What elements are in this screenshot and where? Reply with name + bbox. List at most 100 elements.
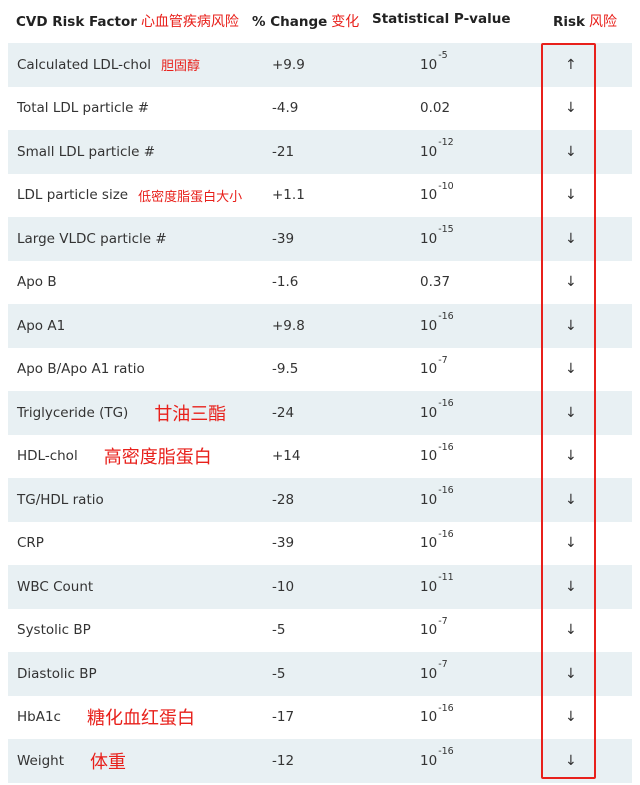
pvalue-base: 10 xyxy=(420,317,438,334)
pvalue-base: 10 xyxy=(420,665,438,682)
factor-cell: TG/HDL ratio xyxy=(17,478,114,522)
pvalue-cell: 10 -16 xyxy=(420,478,454,522)
pvalue-cell: 10 -16 xyxy=(420,696,454,740)
pvalue-cell: 10 -11 xyxy=(420,565,454,609)
factor-header-annotation: 心血管疾病风险 xyxy=(140,14,239,30)
factor-name: TG/HDL ratio xyxy=(17,491,104,508)
factor-name: HDL-chol xyxy=(17,448,78,465)
risk-arrow-icon: ↓ xyxy=(565,274,577,291)
pvalue-base: 10 xyxy=(420,578,438,595)
risk-header-label: Risk xyxy=(553,14,586,30)
risk-arrow-icon: ↓ xyxy=(565,404,577,421)
pvalue-column-header: Statistical P-value xyxy=(372,11,511,27)
pvalue-base: 10 xyxy=(420,752,438,769)
risk-arrow-icon: ↓ xyxy=(565,491,577,508)
change-cell: +9.9 xyxy=(272,56,305,73)
pvalue-cell: 10 -7 xyxy=(420,348,448,392)
factor-cell: Apo B/Apo A1 ratio xyxy=(17,348,155,392)
table-row: Systolic BP -5 10 -7 ↓ xyxy=(8,609,632,653)
pvalue-exponent: -16 xyxy=(438,702,454,714)
pvalue-base: 0.37 xyxy=(420,274,451,291)
change-column-header: % Change 变化 xyxy=(252,11,359,31)
factor-annotation: 糖化血红蛋白 xyxy=(86,708,195,730)
factor-name: LDL particle size xyxy=(17,187,129,204)
factor-name: Large VLDC particle # xyxy=(17,230,167,247)
change-cell: -1.6 xyxy=(272,274,299,291)
risk-arrow-icon: ↓ xyxy=(565,187,577,204)
pvalue-exponent: -11 xyxy=(438,572,454,584)
factor-name: Apo B/Apo A1 ratio xyxy=(17,361,145,378)
pvalue-cell: 10 -16 xyxy=(420,522,454,566)
pvalue-exponent: -16 xyxy=(438,746,454,758)
table-row: HDL-chol 高密度脂蛋白 +14 10 -16 ↓ xyxy=(8,435,632,479)
table-row: Small LDL particle # -21 10 -12 ↓ xyxy=(8,130,632,174)
pvalue-base: 10 xyxy=(420,448,438,465)
pvalue-cell: 10 -16 xyxy=(420,435,454,479)
pvalue-exponent: -16 xyxy=(438,441,454,453)
pvalue-base: 10 xyxy=(420,187,438,204)
pvalue-base: 0.02 xyxy=(420,100,451,117)
factor-cell: Diastolic BP xyxy=(17,652,107,696)
factor-name: Systolic BP xyxy=(17,622,91,639)
pvalue-base: 10 xyxy=(420,230,438,247)
table-row: Apo B -1.6 0.37 ↓ xyxy=(8,261,632,305)
risk-arrow-icon: ↓ xyxy=(565,361,577,378)
change-cell: -10 xyxy=(272,578,295,595)
table-row: CRP -39 10 -16 ↓ xyxy=(8,522,632,566)
pvalue-base: 10 xyxy=(420,622,438,639)
pvalue-exponent: -15 xyxy=(438,224,454,236)
factor-name: Total LDL particle # xyxy=(17,100,150,117)
table-row: Triglyceride (TG) 甘油三酯 -24 10 -16 ↓ xyxy=(8,391,632,435)
factor-name: CRP xyxy=(17,535,44,552)
change-cell: -4.9 xyxy=(272,100,299,117)
pvalue-exponent: -7 xyxy=(438,615,448,627)
risk-arrow-icon: ↓ xyxy=(565,230,577,247)
pvalue-cell: 10 -16 xyxy=(420,391,454,435)
factor-name: HbA1c xyxy=(17,709,61,726)
factor-cell: CRP xyxy=(17,522,54,566)
factor-name: Diastolic BP xyxy=(17,665,97,682)
pvalue-exponent: -16 xyxy=(438,311,454,323)
pvalue-base: 10 xyxy=(420,404,438,421)
pvalue-exponent: -16 xyxy=(438,398,454,410)
factor-annotation: 高密度脂蛋白 xyxy=(103,447,212,469)
table-header: CVD Risk Factor 心血管疾病风险 % Change 变化 Statis… xyxy=(0,0,640,42)
risk-arrow-icon: ↓ xyxy=(565,665,577,682)
table-row: Total LDL particle # -4.9 0.02 ↓ xyxy=(8,87,632,131)
pvalue-base: 10 xyxy=(420,535,438,552)
pvalue-exponent: -7 xyxy=(438,354,448,366)
table-row: Weight 体重 -12 10 -16 ↓ xyxy=(8,739,632,783)
table-row: LDL particle size 低密度脂蛋白大小 +1.1 10 -10 ↓ xyxy=(8,174,632,218)
pvalue-exponent: -16 xyxy=(438,485,454,497)
factor-cell: Large VLDC particle # xyxy=(17,217,177,261)
risk-column-highlight xyxy=(541,43,596,779)
pvalue-cell: 10 -16 xyxy=(420,304,454,348)
change-header-label: % Change xyxy=(252,14,328,30)
change-cell: +1.1 xyxy=(272,187,305,204)
risk-arrow-icon: ↓ xyxy=(565,709,577,726)
table-row: Diastolic BP -5 10 -7 ↓ xyxy=(8,652,632,696)
factor-name: Calculated LDL-chol xyxy=(17,56,151,73)
pvalue-cell: 10 -5 xyxy=(420,43,448,87)
factor-cell: Triglyceride (TG) 甘油三酯 xyxy=(17,391,226,435)
pvalue-cell: 10 -16 xyxy=(420,739,454,783)
risk-arrow-icon: ↓ xyxy=(565,143,577,160)
pvalue-base: 10 xyxy=(420,361,438,378)
table-row: TG/HDL ratio -28 10 -16 ↓ xyxy=(8,478,632,522)
factor-name: Small LDL particle # xyxy=(17,143,156,160)
change-cell: -9.5 xyxy=(272,361,299,378)
factor-cell: HbA1c 糖化血红蛋白 xyxy=(17,696,195,740)
factor-cell: WBC Count xyxy=(17,565,103,609)
factor-cell: Total LDL particle # xyxy=(17,87,159,131)
factor-header-label: CVD Risk Factor xyxy=(16,14,137,30)
factor-cell: Apo A1 xyxy=(17,304,75,348)
table-row: Apo B/Apo A1 ratio -9.5 10 -7 ↓ xyxy=(8,348,632,392)
factor-cell: Small LDL particle # xyxy=(17,130,165,174)
table-row: Calculated LDL-chol 胆固醇 +9.9 10 -5 ↑ xyxy=(8,43,632,87)
pvalue-base: 10 xyxy=(420,709,438,726)
change-cell: +14 xyxy=(272,448,301,465)
factor-cell: Systolic BP xyxy=(17,609,101,653)
risk-header-annotation: 风险 xyxy=(589,14,618,30)
change-cell: -12 xyxy=(272,752,295,769)
factor-cell: HDL-chol 高密度脂蛋白 xyxy=(17,435,212,479)
